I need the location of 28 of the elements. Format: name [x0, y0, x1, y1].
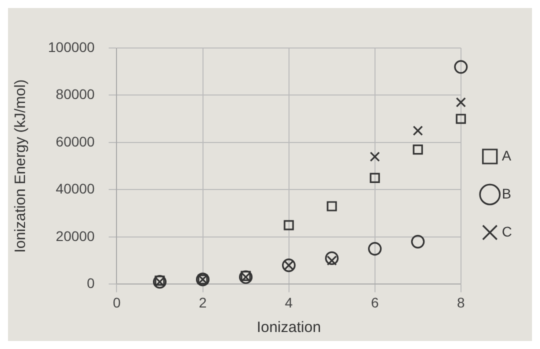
point: [411, 234, 425, 248]
point: [412, 126, 423, 136]
y-tick-label: 20000: [56, 228, 95, 244]
x-axis-title: Ionization: [256, 319, 321, 336]
x-tick-label: 4: [284, 294, 293, 310]
y-tick-label: 40000: [56, 180, 95, 197]
legend-label: C: [502, 223, 512, 240]
y-axis-title: Ionization Energy (kJ/mol): [12, 79, 30, 253]
x-tick-label: 6: [370, 294, 379, 310]
point: [326, 201, 337, 212]
x-tick-label: 0: [112, 294, 121, 310]
legend-label: B: [502, 185, 512, 202]
point: [456, 114, 466, 124]
point: [412, 144, 423, 155]
point: [284, 220, 294, 230]
x-tick-label: 8: [456, 294, 465, 310]
point: [368, 242, 382, 256]
legend-label: A: [502, 147, 512, 164]
point: [454, 60, 468, 74]
point: [456, 97, 466, 108]
y-tick-label: 60000: [56, 133, 95, 150]
y-tick-label: 100000: [48, 38, 95, 55]
point: [370, 152, 380, 162]
x-tick-label: 2: [198, 294, 207, 310]
y-tick-label: 80000: [56, 86, 95, 102]
point: [325, 251, 339, 266]
y-tick-label: 0: [86, 275, 95, 292]
point: [370, 172, 380, 183]
